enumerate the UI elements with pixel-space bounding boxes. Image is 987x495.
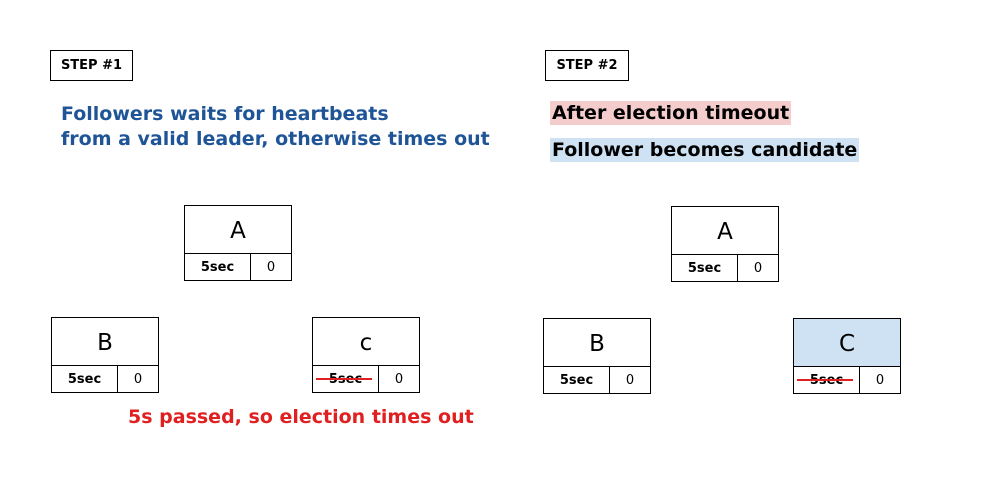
node-term: 0 <box>394 371 404 387</box>
node-term: 0 <box>625 372 635 388</box>
node-term: 0 <box>266 259 276 275</box>
step1-node-c: c 5sec 0 <box>312 317 420 393</box>
step2-node-a: A 5sec 0 <box>671 206 779 282</box>
node-name: A <box>230 218 246 244</box>
timeout-strike-line <box>797 379 853 381</box>
step1-description-line2: from a valid leader, otherwise times out <box>61 128 490 150</box>
step1-description-line1: Followers waits for heartbeats <box>61 103 389 125</box>
node-timeout: 5sec <box>794 367 860 393</box>
node-term: 0 <box>753 260 763 276</box>
node-timeout-label: 5sec <box>67 371 102 387</box>
node-name: C <box>838 331 856 357</box>
node-name: B <box>97 330 113 356</box>
node-timeout: 5sec <box>313 366 379 392</box>
node-name: B <box>589 331 605 357</box>
step2-highlight-timeout: After election timeout <box>550 101 792 125</box>
step1-label: STEP #1 <box>50 50 133 81</box>
node-name: A <box>717 219 733 245</box>
node-timeout-label: 5sec <box>559 372 594 388</box>
step2-node-c-candidate: C 5sec 0 <box>793 318 901 394</box>
node-term: 0 <box>133 371 143 387</box>
step1-node-a: A 5sec 0 <box>184 205 292 281</box>
node-timeout: 5sec <box>185 254 251 280</box>
node-timeout: 5sec <box>544 367 610 393</box>
step1-node-b: B 5sec 0 <box>51 317 159 393</box>
step2-node-b: B 5sec 0 <box>543 318 651 394</box>
node-timeout: 5sec <box>672 255 738 281</box>
node-timeout-label: 5sec <box>687 260 722 276</box>
step2-label: STEP #2 <box>545 50 629 81</box>
step2-highlight-candidate: Follower becomes candidate <box>550 138 860 162</box>
node-timeout: 5sec <box>52 366 118 392</box>
node-term: 0 <box>875 372 885 388</box>
timeout-strike-line <box>316 378 372 380</box>
step1-note: 5s passed, so election times out <box>128 406 474 428</box>
node-timeout-label: 5sec <box>200 259 235 275</box>
node-name: c <box>359 330 373 356</box>
